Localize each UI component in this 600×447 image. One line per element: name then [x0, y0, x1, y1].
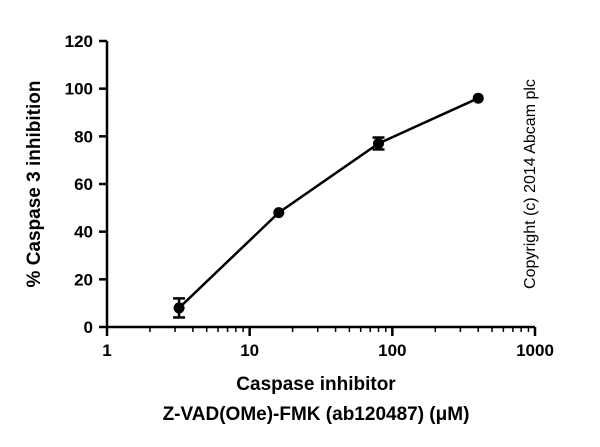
y-tick-label: 80: [74, 127, 93, 146]
y-tick-label: 0: [84, 318, 93, 337]
y-axis-title: % Caspase 3 inhibition: [24, 81, 45, 288]
y-tick-label: 20: [74, 270, 93, 289]
y-axis: 0 20 40 60 80 100 120: [65, 32, 109, 337]
x-axis-title-line-1: Caspase inhibitor: [236, 374, 396, 395]
plot-area: [173, 92, 484, 319]
x-axis-title-line-2: Z-VAD(OMe)-FMK (ab120487) (μM): [163, 404, 470, 425]
x-tick-label: 100: [378, 341, 406, 360]
y-tick-label: 100: [65, 80, 93, 99]
series-line: [178, 97, 479, 309]
x-tick-label: 10: [240, 341, 259, 360]
x-tick-label: 1000: [516, 341, 554, 360]
data-point: [373, 137, 385, 149]
x-ticks: 1 10 100 1000: [102, 327, 554, 360]
x-tick-label: 1: [102, 341, 111, 360]
x-axis: 1 10 100 1000: [102, 325, 554, 360]
y-tick-label: 120: [65, 32, 93, 51]
y-ticks: 0 20 40 60 80 100 120: [65, 32, 107, 337]
y-tick-label: 60: [74, 175, 93, 194]
data-point: [273, 207, 285, 219]
y-tick-label: 40: [74, 223, 93, 242]
data-point: [472, 92, 484, 104]
data-point: [173, 302, 185, 314]
copyright-text: Copyright (c) 2014 Abcam plc: [522, 79, 539, 289]
